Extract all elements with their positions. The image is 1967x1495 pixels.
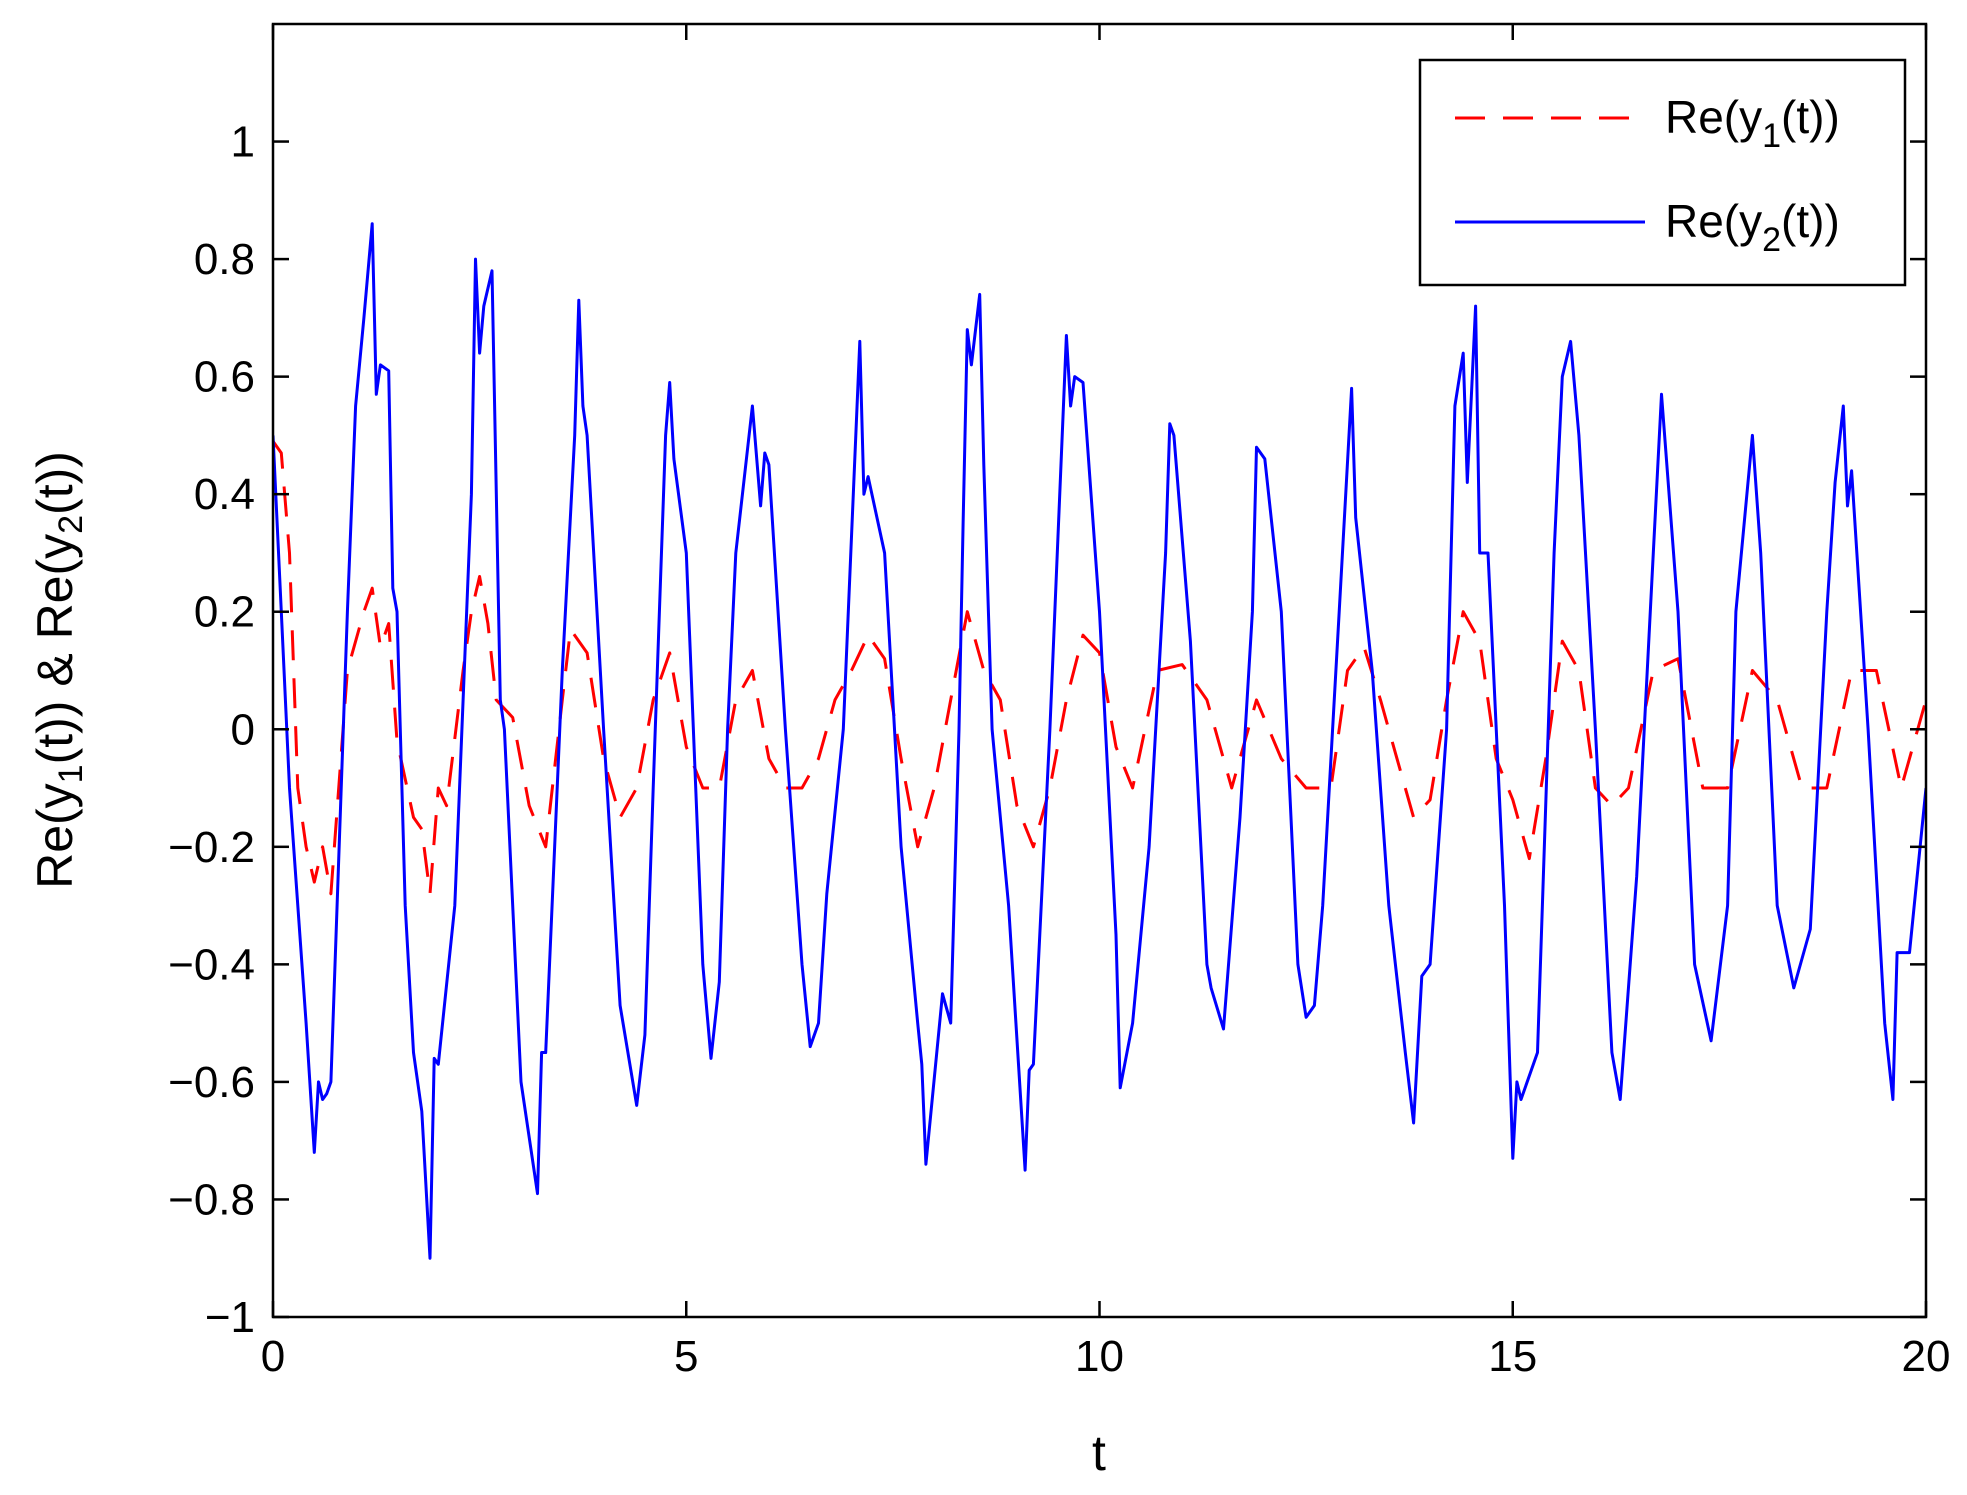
x-tick-labels: 0 5 10 15 20 — [261, 1332, 1951, 1381]
x-tick-label: 15 — [1488, 1332, 1537, 1381]
series-line-re-y2 — [273, 222, 1926, 1260]
y-axis-title: Re(y1(t)) & Re(y2(t)) — [27, 451, 90, 889]
y-tick-labels: −1 −0.8 −0.6 −0.4 −0.2 0 0.2 0.4 0.6 0.8 1 — [168, 118, 255, 1342]
x-tick-label: 5 — [674, 1332, 698, 1381]
axes-frame — [271, 22, 1928, 1319]
y-tick-label: −0.6 — [168, 1058, 255, 1107]
x-tick-label: 0 — [261, 1332, 285, 1381]
y-tick-label: 0.8 — [194, 235, 255, 284]
legend: Re(y1(t)) Re(y2(t)) — [1418, 58, 1907, 287]
y-tick-label: −0.4 — [168, 940, 255, 989]
x-tick-label: 20 — [1902, 1332, 1951, 1381]
legend-box — [1418, 58, 1907, 287]
y-tick-label: 0 — [231, 705, 255, 754]
series-line-re-y1 — [273, 440, 1926, 896]
y-tick-label: 0.4 — [194, 470, 255, 519]
y-tick-label: 0.2 — [194, 588, 255, 637]
y-tick-label: 1 — [231, 118, 255, 167]
x-tick-label: 10 — [1075, 1332, 1124, 1381]
y-tick-label: −1 — [205, 1293, 255, 1342]
y-tick-label: −0.8 — [168, 1175, 255, 1224]
y-tick-label: 0.6 — [194, 353, 255, 402]
y-tick-label: −0.2 — [168, 823, 255, 872]
x-axis-title: t — [1092, 1425, 1106, 1481]
series-layer — [273, 222, 1926, 1260]
